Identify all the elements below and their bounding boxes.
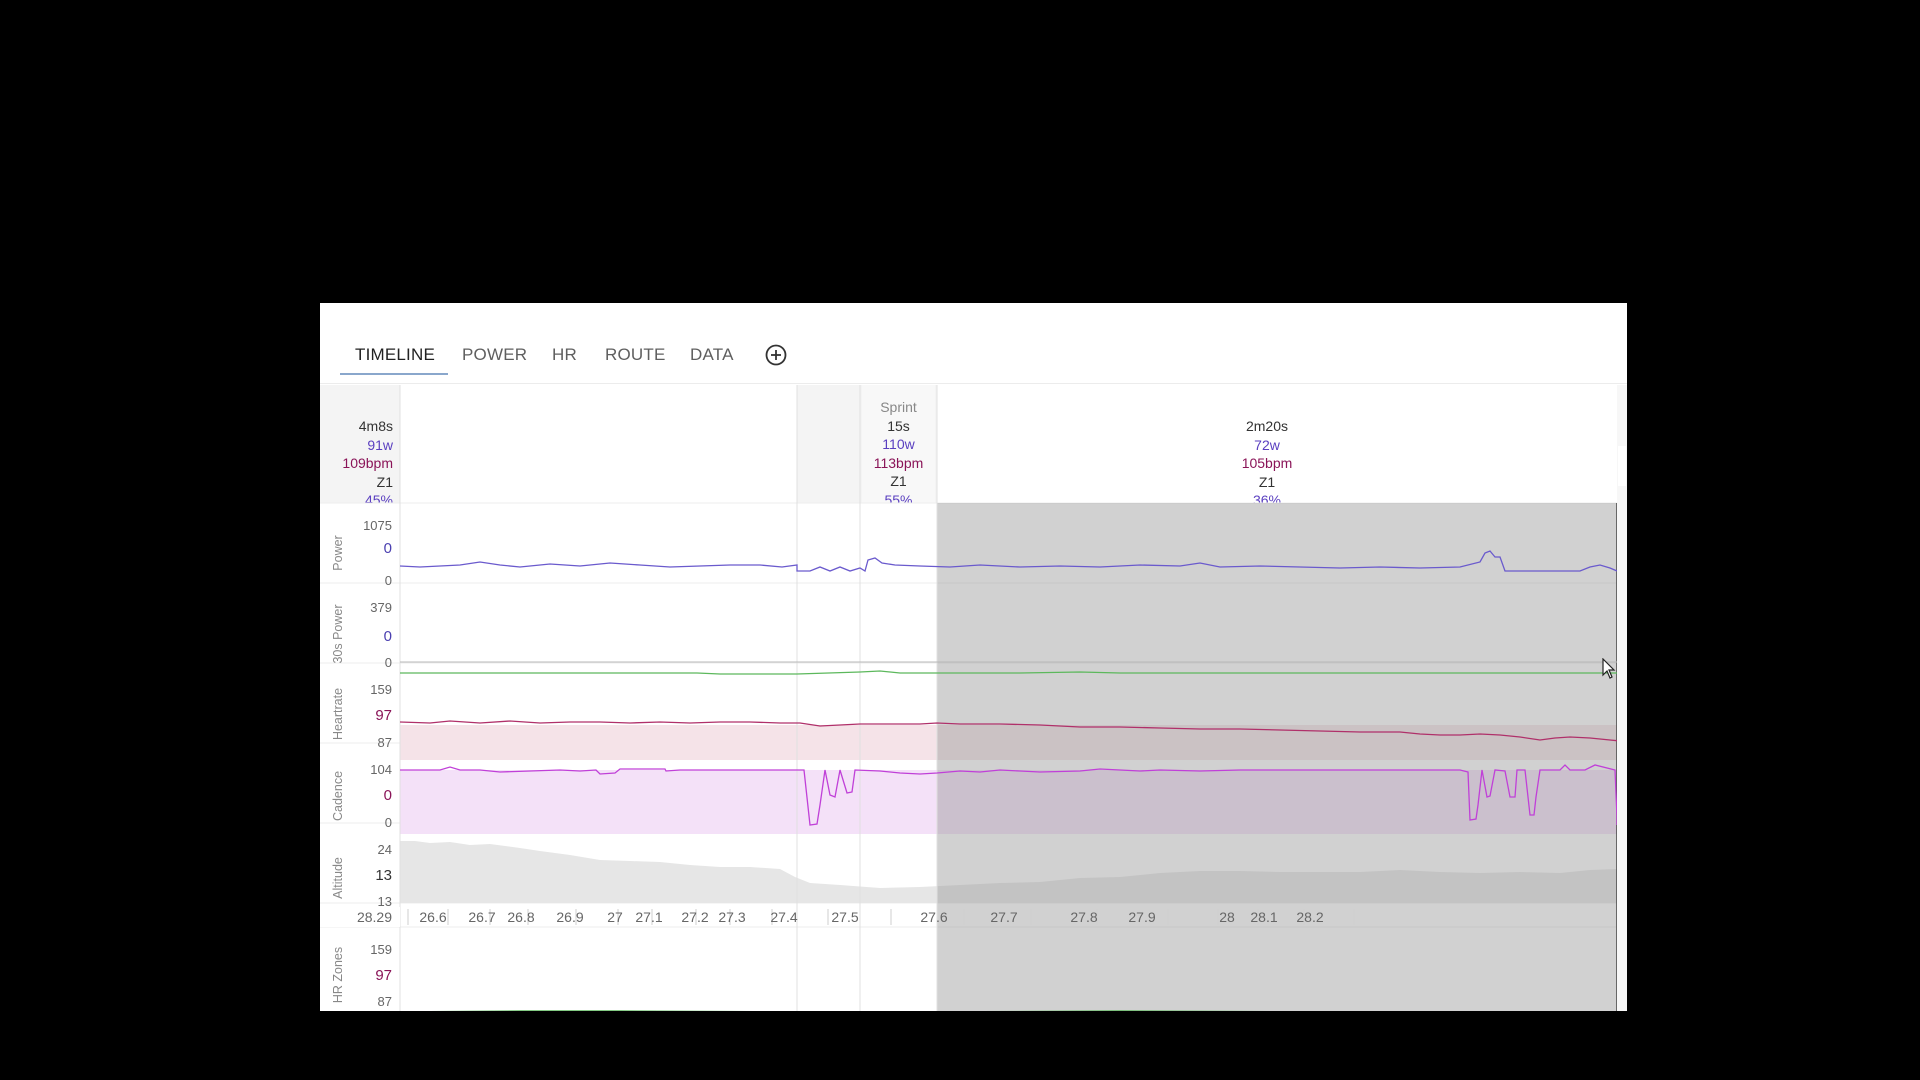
altitude-max-label: 24 <box>378 842 392 857</box>
selection-overlay <box>937 503 1617 1011</box>
power30s-current-value: 0 <box>384 628 392 645</box>
axis-tick-label: 26.8 <box>507 909 534 925</box>
interval-zone: Z1 <box>1258 473 1276 490</box>
axis-tick-label: 27.4 <box>770 909 797 925</box>
cadence-max-label: 104 <box>370 762 392 777</box>
cadence-area <box>400 770 1617 834</box>
altitude-current-value: 13 <box>375 867 392 884</box>
tab-timeline[interactable]: TIMELINE <box>355 345 436 364</box>
interval-heartrate: 109bpm <box>342 455 393 472</box>
axis-tick-label: 28.2 <box>1296 909 1323 925</box>
power-current-value: 0 <box>384 540 392 557</box>
tab-data[interactable]: DATA <box>690 345 734 364</box>
altitude-area <box>400 841 1617 903</box>
track-name-cadence: Cadence <box>331 771 345 821</box>
hr-zones-min-label: 87 <box>378 994 392 1009</box>
interval-duration: 4m8s <box>358 418 393 434</box>
axis-tick-label: 28.1 <box>1250 909 1277 925</box>
heartrate-max-label: 159 <box>370 682 392 697</box>
interval-zone: Z1 <box>890 473 907 490</box>
tab-bar: TIMELINE POWER HR ROUTE DATA <box>320 303 1627 384</box>
heartrate-current-value: 97 <box>375 707 392 724</box>
interval-power: 110w <box>882 436 915 453</box>
scrollbar-thumb[interactable] <box>1618 446 1626 486</box>
axis-tick-label: 27.5 <box>831 909 858 925</box>
distance-axis: 26.6 26.7 26.8 26.9 27 27.1 27.2 27.3 27.4 27.5 27… <box>407 909 1355 925</box>
activity-panel: TIMELINE POWER HR ROUTE DATA 4m8s 91w 10… <box>320 303 1627 1011</box>
interval-heartrate: 113bpm <box>873 454 924 471</box>
axis-tick-label: 27.1 <box>635 909 662 925</box>
power30s-min-label: 0 <box>385 655 392 670</box>
timeline-tracks: Power 30s Power Heartrate Cadence Altitu… <box>320 385 1617 1011</box>
track-name-heartrate: Heartrate <box>331 688 345 740</box>
sprint-segment[interactable] <box>862 385 935 503</box>
power30s-max-label: 379 <box>370 600 392 615</box>
current-distance-label: 28.29 <box>357 909 392 925</box>
axis-tick-label: 27.2 <box>681 909 708 925</box>
axis-tick-label: 27.3 <box>718 909 745 925</box>
interval-segment[interactable] <box>937 385 1617 503</box>
cadence-line <box>400 764 1617 826</box>
axis-tick-label: 26.9 <box>556 909 583 925</box>
track-name-altitude: Altitude <box>331 857 345 899</box>
axis-tick-label: 27.6 <box>920 909 947 925</box>
interval-duration: 2m20s <box>1245 418 1289 434</box>
axis-tick-label: 26.6 <box>419 909 446 925</box>
interval-power: 72w <box>1254 436 1280 453</box>
heartrate-min-label: 87 <box>378 735 392 750</box>
track-name-30s-power: 30s Power <box>331 604 345 663</box>
add-circle-icon[interactable] <box>765 344 787 366</box>
timeline-chart[interactable]: 4m8s 91w 109bpm Z1 45% Sprint 15s 110w 1… <box>320 385 1617 1011</box>
axis-tick-label: 26.7 <box>468 909 495 925</box>
power-max-label: 1075 <box>363 518 392 533</box>
axis-tick-label: 27.7 <box>990 909 1017 925</box>
cadence-min-label: 0 <box>385 815 392 830</box>
interval-segment[interactable] <box>400 385 797 503</box>
axis-tick-label: 27 <box>607 909 623 925</box>
power-30s-line <box>400 670 1617 675</box>
active-tab-indicator <box>340 373 448 375</box>
axis-tick-label: 28 <box>1219 909 1235 925</box>
scrollbar-track[interactable] <box>1617 385 1627 1011</box>
axis-tick-label: 27.9 <box>1128 909 1155 925</box>
track-name-hr-zones: HR Zones <box>331 947 345 1003</box>
track-name-power: Power <box>331 535 345 570</box>
hr-zones-max-label: 159 <box>370 942 392 957</box>
interval-duration: 15s <box>887 417 910 434</box>
power-line <box>399 550 1617 572</box>
cadence-current-value: 0 <box>384 787 392 804</box>
tab-power[interactable]: POWER <box>462 345 528 364</box>
tab-route[interactable]: ROUTE <box>605 345 666 364</box>
interval-title: Sprint <box>880 399 917 415</box>
interval-heartrate: 105bpm <box>1241 455 1293 472</box>
heartrate-band <box>400 725 1617 760</box>
power-min-label: 0 <box>385 573 392 588</box>
axis-tick-label: 27.8 <box>1070 909 1097 925</box>
mouse-pointer-icon <box>1602 658 1616 679</box>
heartrate-line <box>399 720 1617 742</box>
tab-hr[interactable]: HR <box>552 345 577 364</box>
altitude-min-label: 13 <box>378 894 392 909</box>
hr-zones-current-value: 97 <box>375 967 392 984</box>
interval-power: 91w <box>367 436 393 453</box>
interval-zone: Z1 <box>376 473 393 490</box>
distance-axis-band <box>320 907 400 927</box>
